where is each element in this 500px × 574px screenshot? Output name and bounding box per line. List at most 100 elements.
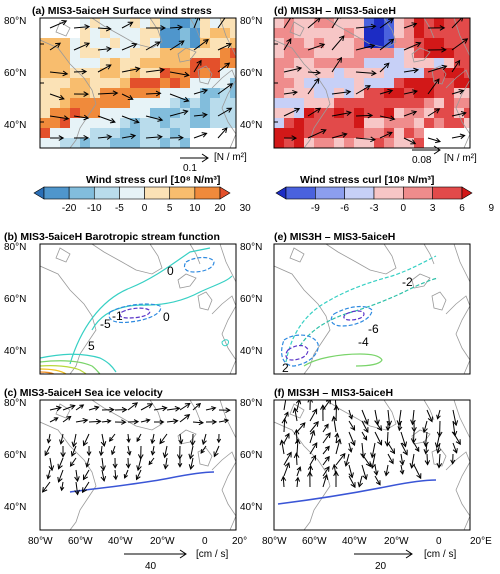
vector-arrow — [217, 83, 233, 95]
vector-arrow — [283, 108, 300, 117]
panel-e-lat-40: 40°N — [240, 346, 262, 357]
vector-arrow — [47, 469, 51, 479]
vector-arrow — [387, 442, 395, 454]
panel-e-contour-label-minus6: -6 — [368, 322, 379, 336]
vector-arrow — [379, 62, 390, 73]
vector-arrow — [307, 107, 321, 117]
colorbar-tick-label: -20 — [62, 203, 77, 214]
vector-arrow — [145, 69, 165, 73]
vector-arrow — [348, 420, 356, 431]
vector-arrow — [345, 453, 350, 466]
panel-e-contour-label-2: 2 — [282, 361, 289, 375]
vector-arrow — [379, 18, 394, 29]
colorbar-tick-label: 3 — [430, 203, 436, 214]
vector-arrow — [61, 481, 64, 491]
colorbar-tick-label: -3 — [370, 203, 379, 214]
panel-b-lat-40: 40°N — [4, 346, 26, 357]
vector-arrow — [361, 420, 369, 433]
vector-arrow — [427, 137, 441, 143]
vector-arrow — [437, 442, 441, 453]
vector-arrow — [427, 78, 440, 95]
vector-arrow — [179, 403, 191, 411]
vector-arrow — [111, 445, 116, 455]
vector-arrow — [217, 18, 226, 29]
vector-arrow — [145, 115, 163, 121]
colorbar-left: Wind stress curl [10⁸ N/m³] -20 -10 -5 0 5 10… — [33, 174, 252, 214]
vector-arrow — [49, 457, 53, 471]
colorbar-tick-label: 30 — [240, 203, 252, 214]
vector-arrow — [379, 89, 393, 95]
vector-arrow — [355, 85, 371, 95]
vector-arrow — [109, 433, 116, 442]
vector-arrow — [121, 93, 133, 100]
vector-arrow — [127, 445, 131, 455]
vector-arrow — [97, 136, 112, 139]
vector-arrow — [331, 18, 339, 29]
colorbar-right-title: Wind stress curl [10⁸ N/m³] — [300, 174, 434, 186]
vector-arrow — [97, 92, 118, 95]
vector-arrow — [190, 457, 194, 470]
panel-b-contour-label-minus1: -1 — [112, 309, 123, 323]
vector-arrow — [145, 92, 161, 95]
panel-d-wind-vectors — [283, 18, 469, 145]
vector-arrow — [374, 409, 379, 425]
vector-arrow — [97, 64, 112, 73]
vector-arrow — [101, 420, 111, 423]
vector-arrow — [437, 409, 441, 419]
vector-arrow — [427, 65, 447, 73]
vector-arrow — [159, 433, 168, 444]
vector-arrow — [386, 431, 389, 446]
vector-arrow — [322, 474, 328, 488]
vector-arrow — [114, 469, 117, 480]
panel-c-lat-40: 40°N — [4, 502, 26, 513]
vector-arrow — [75, 469, 79, 482]
vector-arrow — [452, 442, 458, 453]
vector-arrow — [281, 440, 285, 455]
vector-arrow — [205, 407, 216, 411]
panel-f-lon-80w: 80°W — [262, 536, 287, 547]
vector-arrow — [335, 439, 341, 455]
vector-arrow — [309, 430, 315, 444]
vector-arrow — [412, 431, 415, 443]
vector-arrow — [44, 445, 51, 456]
panel-f-lat-80: 80°N — [240, 398, 262, 409]
vector-arrow — [425, 442, 428, 454]
panel-a-wind-vectors — [49, 18, 234, 141]
panel-b-contour-label-5: 5 — [88, 339, 95, 353]
panel-c-ref-value: 40 — [145, 561, 157, 572]
panel-b-lat-80: 80°N — [4, 242, 26, 253]
panel-b-coastlines — [40, 244, 236, 374]
panel-a: 80°N 60°N 40°N 0.1 [N / m²] — [4, 16, 247, 174]
vector-arrow — [355, 71, 376, 74]
panel-c-ref-unit: [cm / s] — [196, 549, 228, 560]
colorbar-segment — [373, 186, 404, 200]
vector-arrow — [361, 431, 368, 441]
vector-arrow — [49, 93, 65, 100]
vector-arrow — [333, 416, 337, 433]
vector-arrow — [58, 457, 64, 469]
vector-arrow — [400, 464, 404, 475]
panel-c-lon-20: 20° — [232, 536, 247, 547]
colorbar-segment — [33, 186, 45, 200]
vector-arrow — [296, 466, 301, 477]
panel-b-contour-label-0-top: 0 — [167, 264, 174, 278]
panel-a-title: (a) MIS3-5aiceH Surface wind stress — [32, 5, 212, 17]
vector-arrow — [403, 111, 417, 117]
vector-arrow — [403, 69, 419, 73]
panel-e-contour-label-minus2: -2 — [402, 275, 413, 289]
vector-arrow — [164, 457, 168, 469]
panel-c: 80°N 60°N 40°N 80°W 60°W 40°W 20°W 0 20°… — [4, 398, 247, 572]
colorbar-tick-label: 9 — [489, 203, 495, 214]
vector-arrow — [451, 134, 465, 139]
vector-arrow — [151, 433, 155, 444]
colorbar-segment — [344, 186, 375, 200]
vector-arrow — [49, 20, 67, 29]
vector-arrow — [62, 405, 75, 411]
panel-d: 80°N 60°N 40°N 0.08 [N / m²] — [240, 16, 477, 166]
panel-f-lon-0: 0 — [436, 536, 442, 547]
vector-arrow — [193, 114, 207, 117]
panel-d-title: (d) MIS3H – MIS3-5aiceH — [274, 5, 396, 17]
vector-arrow — [179, 433, 182, 444]
vector-arrow — [374, 420, 382, 431]
vector-arrow — [307, 18, 321, 29]
